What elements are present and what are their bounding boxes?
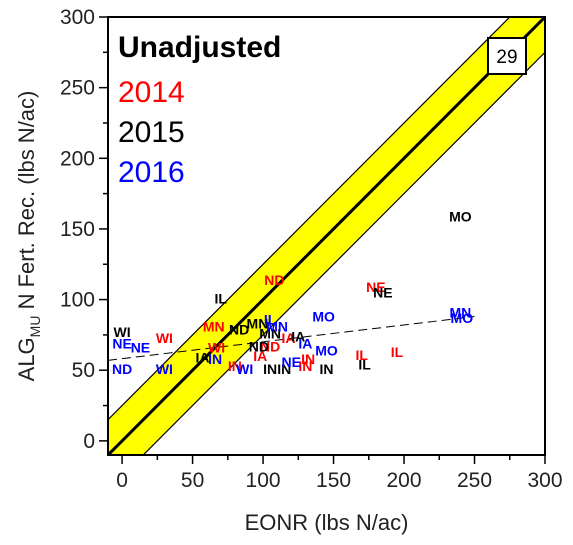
- y-axis-title-main: ALG: [14, 337, 39, 381]
- data-point-2015-13: IN: [320, 361, 334, 377]
- data-point-2014-8: IN: [228, 358, 242, 374]
- data-point-2014-13: IL: [391, 344, 404, 360]
- data-point-2014-6: ND: [260, 338, 280, 354]
- plot-frame: [107, 16, 546, 456]
- y-tick-label: 50: [72, 359, 95, 382]
- data-point-2016-3: ND: [112, 361, 132, 377]
- x-tick-label: 50: [181, 469, 204, 492]
- data-point-2016-1: NE: [112, 335, 131, 351]
- data-point-2016-8: MO: [312, 309, 335, 325]
- y-tick-label: 150: [60, 218, 95, 241]
- data-point-2014-9: IA: [281, 330, 295, 346]
- data-point-2015-6: MN: [247, 316, 269, 332]
- band-lower-edge: [142, 51, 545, 455]
- y-tick-label: 100: [60, 289, 95, 312]
- count-label: 29: [496, 47, 517, 68]
- regression-line: [108, 316, 475, 361]
- data-point-2015-9: ND: [249, 338, 269, 354]
- data-point-2016-12: WI: [236, 361, 253, 377]
- legend-entry-2014: 2014: [118, 76, 185, 109]
- legend-entry-2016: 2016: [118, 156, 185, 189]
- data-point-2015-1: MO: [449, 208, 472, 224]
- data-point-2016-13: MN: [450, 304, 472, 320]
- y-tick-label: 300: [60, 6, 95, 29]
- data-point-2014-11: IN: [298, 358, 312, 374]
- data-point-2016-5: IN: [208, 351, 222, 367]
- x-tick-label: 250: [457, 469, 492, 492]
- x-tick-label: 200: [387, 469, 422, 492]
- data-point-2016-6: IL: [264, 311, 277, 327]
- data-point-2014-4: MN: [203, 319, 225, 335]
- data-point-2014-12: IL: [356, 347, 369, 363]
- data-point-2014-5: WI: [208, 340, 225, 356]
- data-point-2014-3: WI: [156, 330, 173, 346]
- band-upper-edge: [108, 17, 511, 421]
- data-point-2015-5: ND: [229, 321, 249, 337]
- data-point-2016-2: NE: [131, 340, 150, 356]
- y-tick-label: 0: [83, 430, 95, 453]
- data-point-2015-7: MN: [259, 326, 281, 342]
- axis-tick-labels: 0 50 100 150 200 250 300 0 50 100 150 200 250 300: [60, 6, 563, 492]
- y-axis-title-rest: N Fert. Rec. (lbs N/ac): [14, 91, 39, 316]
- x-tick-label: 150: [316, 469, 351, 492]
- data-point-2015-12: IN: [277, 361, 291, 377]
- data-point-2015-2: IL: [215, 290, 228, 306]
- count-box: [487, 37, 527, 75]
- data-point-2014-10: IN: [301, 351, 315, 367]
- x-tick-label: 300: [527, 469, 562, 492]
- y-tick-label: 200: [60, 147, 95, 170]
- x-tick-label: 0: [116, 469, 128, 492]
- data-point-2014-2: NE: [366, 279, 385, 295]
- data-point-2016-11: NE: [282, 354, 301, 370]
- x-tick-label: 100: [246, 469, 281, 492]
- legend-entry-2015: 2015: [118, 116, 185, 149]
- x-axis-title: EONR (lbs N/ac): [245, 510, 409, 535]
- data-point-2015-11: IN: [263, 361, 277, 377]
- data-point-2016-7: MN: [266, 319, 288, 335]
- data-point-2015-3: NE: [373, 285, 392, 301]
- data-point-2016-4: WI: [156, 361, 173, 377]
- legend: 2014 2015 2016: [118, 76, 185, 189]
- data-point-2015-4: WI: [114, 324, 131, 340]
- axis-ticks: [99, 16, 546, 464]
- y-axis-title-subscript: MU: [27, 316, 43, 338]
- data-point-2015-10: IA: [195, 350, 209, 366]
- data-point-2014-7: IA: [253, 348, 267, 364]
- legend-title: Unadjusted: [118, 31, 281, 64]
- data-point-2016-10: MO: [315, 343, 338, 359]
- data-point-2016-14: MO: [451, 310, 474, 326]
- y-tick-label: 250: [60, 77, 95, 100]
- data-point-2015-8: IA: [291, 328, 305, 344]
- data-point-2016-9: IA: [298, 335, 312, 351]
- data-point-2014-1: ND: [264, 272, 284, 288]
- data-point-2015-14: IL: [358, 357, 371, 373]
- y-axis-title: ALGMU N Fert. Rec. (lbs N/ac): [14, 91, 43, 382]
